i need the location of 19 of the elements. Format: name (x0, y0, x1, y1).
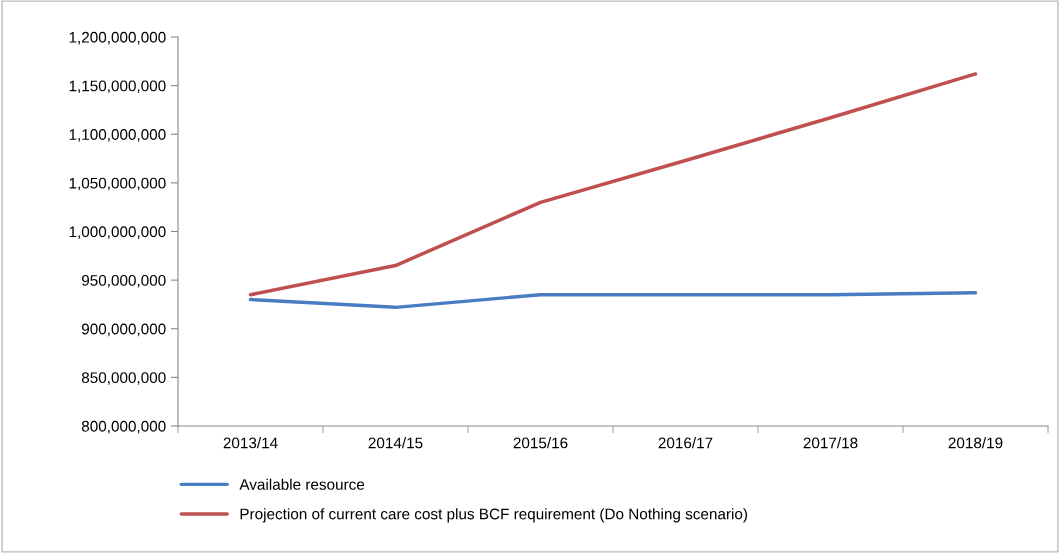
y-tick-label: 950,000,000 (81, 274, 166, 288)
x-tick-label: 2013/14 (223, 437, 278, 449)
x-tick-label: 2017/18 (803, 437, 858, 449)
x-tick-label: 2014/15 (368, 437, 423, 449)
legend-label: Available resource (239, 478, 365, 490)
y-tick-label: 1,100,000,000 (69, 129, 166, 142)
y-tick-label: 900,000,000 (81, 323, 166, 337)
line-series (248, 291, 978, 310)
legend-label: Projection of current care cost plus BCF requirement (Do Nothing scenario) (240, 508, 748, 523)
y-tick-label: 1,150,000,000 (69, 80, 166, 94)
x-tick-label: 2015/16 (513, 437, 568, 449)
y-tick-label: 800,000,000 (81, 420, 166, 434)
y-tick-label: 1,050,000,000 (69, 177, 166, 191)
y-tick-label: 850,000,000 (81, 372, 166, 385)
line-series (248, 72, 978, 297)
y-tick-label: 1,000,000,000 (69, 226, 166, 239)
x-tick-label: 2018/19 (948, 437, 1003, 449)
y-tick-label: 1,200,000,000 (69, 31, 166, 45)
x-tick-label: 2016/17 (658, 437, 713, 449)
